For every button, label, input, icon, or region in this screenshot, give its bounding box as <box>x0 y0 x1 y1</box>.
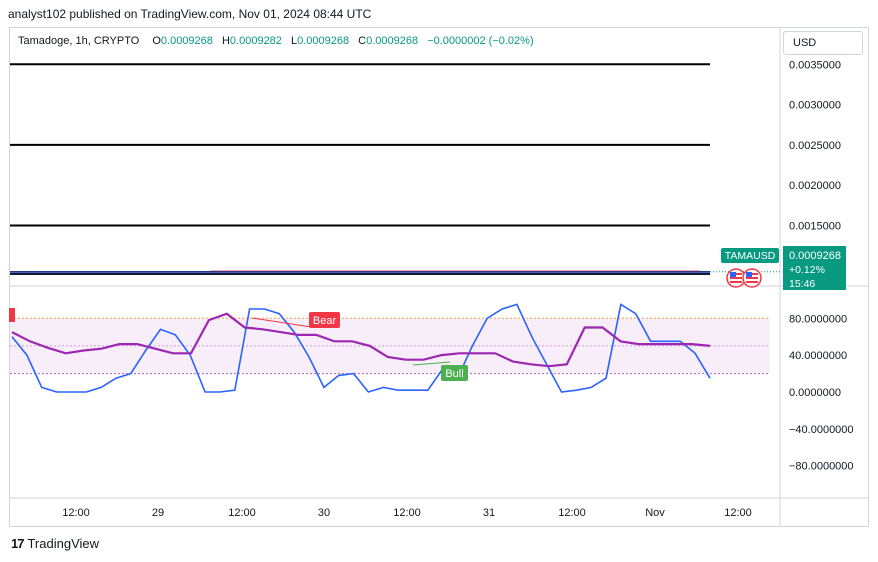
bull-signal-line <box>412 361 451 366</box>
time-axis: 12:00 29 12:00 30 12:00 31 12:00 Nov 12:00 <box>62 507 752 519</box>
price-tick-label: 0.0025000 <box>789 140 841 152</box>
time-tick-label: Nov <box>645 507 665 519</box>
open-label: O <box>152 35 161 47</box>
bull-signal-badge <box>441 365 468 381</box>
low-label: L <box>290 35 298 47</box>
symbol-tag-label: TAMAUSD <box>725 250 776 262</box>
close-value: 0.0009268 <box>366 35 419 47</box>
symbol-label: Tamadoge, 1h, CRYPTO <box>18 35 140 47</box>
time-tick-label: 12:00 <box>228 507 256 519</box>
stochastic-axis: 80.0000000 40.0000000 0.0000000 −40.0000000… <box>789 313 854 472</box>
price-tag: TAMAUSD 0.0009268 +0.12% 15:46 <box>721 246 846 290</box>
open-value: 0.0009268 <box>160 35 213 47</box>
bear-signal-line <box>251 317 312 328</box>
brand-name: TradingView <box>27 536 100 551</box>
stochastic-tick-label: −80.0000000 <box>789 461 854 473</box>
low-value: 0.0009268 <box>297 35 350 47</box>
currency-button[interactable]: USD <box>783 31 863 55</box>
price-tag-countdown: 15:46 <box>789 278 815 290</box>
publisher-line: analyst102 published on TradingView.com,… <box>8 7 372 21</box>
bear-signal-badge <box>309 312 340 328</box>
symbol-tag <box>721 248 779 263</box>
us-flag-icon[interactable] <box>742 268 762 288</box>
footer-brand[interactable]: 17 TradingView <box>11 536 99 551</box>
bear-signal-label: Bear <box>313 315 337 327</box>
time-tick-label: 31 <box>483 507 495 519</box>
price-tag-box <box>783 246 846 290</box>
price-tag-value: 0.0009268 <box>789 250 841 262</box>
time-tick-label: 12:00 <box>393 507 421 519</box>
high-label: H <box>221 35 230 47</box>
time-tick-label: 29 <box>152 507 164 519</box>
change-value: −0.0000002 (−0.02%) <box>427 35 534 47</box>
time-tick-label: 12:00 <box>558 507 586 519</box>
price-pane <box>10 63 780 275</box>
stochastic-tick-label: 40.0000000 <box>789 350 847 362</box>
us-flag-icon[interactable] <box>726 268 746 288</box>
price-tick-label: 0.0015000 <box>789 221 841 233</box>
chart-frame <box>9 27 869 527</box>
stochastic-d-line <box>11 312 711 368</box>
left-edge-signal-marker <box>9 308 15 322</box>
stochastic-tick-label: 80.0000000 <box>789 313 847 325</box>
time-tick-label: 30 <box>318 507 330 519</box>
stochastic-tick-label: −40.0000000 <box>789 424 854 436</box>
time-tick-label: 12:00 <box>724 507 752 519</box>
bear-signal: Bear <box>251 312 340 328</box>
stochastic-pane <box>10 303 770 393</box>
close-label: C <box>358 35 367 47</box>
price-tick-label: 0.0035000 <box>789 59 841 71</box>
stochastic-tick-label: 0.0000000 <box>789 387 841 399</box>
time-tick-label: 12:00 <box>62 507 90 519</box>
price-tick-label: 0.0030000 <box>789 100 841 112</box>
stochastic-k-line <box>11 303 711 393</box>
high-value: 0.0009282 <box>229 35 282 47</box>
tradingview-logo-icon: 17 <box>11 536 25 551</box>
bull-signal: Bull <box>412 361 468 381</box>
price-axis: 0.0035000 0.0030000 0.0025000 0.0020000 0.00… <box>789 59 841 232</box>
bull-signal-label: Bull <box>445 368 463 380</box>
price-tick-label: 0.0020000 <box>789 180 841 192</box>
ohlc-legend: Tamadoge, 1h, CRYPTO O0.0009268 H0.00092… <box>18 35 534 47</box>
price-tag-change: +0.12% <box>789 264 825 276</box>
